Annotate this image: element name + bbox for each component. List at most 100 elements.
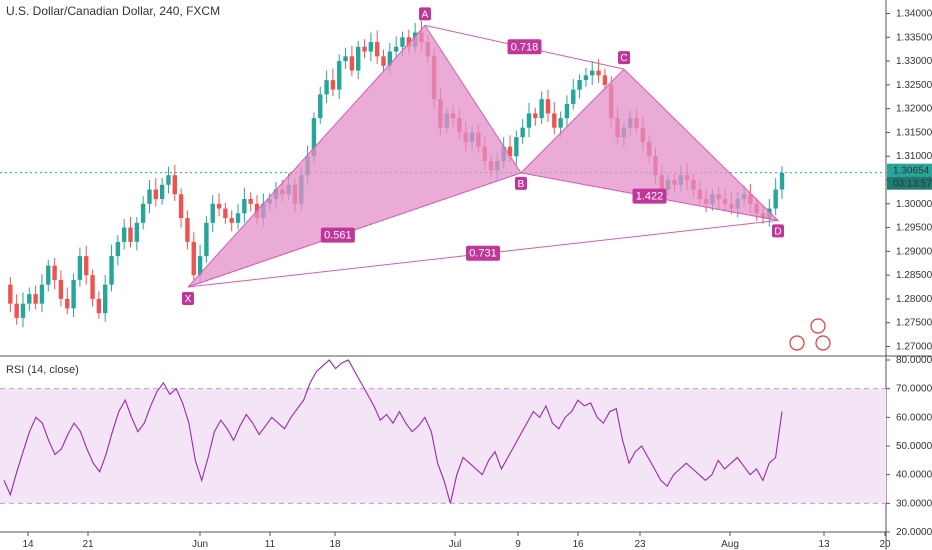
candle-body [128, 227, 133, 242]
time-tick-label: Aug [721, 539, 739, 550]
price-tick-label: 1.31000 [896, 151, 932, 162]
candle-body [140, 203, 146, 223]
time-tick-label: 11 [265, 539, 276, 550]
pattern-point-badge [618, 51, 630, 65]
rsi-title: RSI (14, close) [6, 364, 79, 376]
time-tick-label: 20 [879, 539, 891, 550]
candle-body [343, 56, 348, 62]
candle-body [368, 42, 374, 52]
ratio-badge [507, 39, 542, 55]
ratio-label: 0.561 [324, 230, 352, 242]
price-tick-label: 1.27000 [896, 341, 932, 352]
candle-body [39, 284, 45, 304]
candle-body [330, 80, 336, 90]
candle-body [318, 94, 323, 119]
pattern-point-label: X [185, 294, 192, 305]
event-flag-icon [815, 335, 831, 351]
time-tick-label: 13 [818, 539, 830, 550]
candle-body [596, 70, 601, 76]
candle-body [590, 70, 595, 76]
candle-body [14, 303, 19, 318]
ratio-badge [466, 245, 500, 261]
candle-body [96, 298, 102, 314]
time-tick-label: 21 [82, 539, 94, 550]
candle-body [147, 189, 152, 204]
ratio-badge [320, 227, 355, 243]
price-tick-label: 1.28000 [896, 294, 932, 305]
time-tick-label: 23 [634, 539, 646, 550]
price-tick-label: 1.27500 [896, 318, 932, 329]
candle-body [324, 80, 329, 95]
pattern-point-badge [515, 176, 527, 190]
price-tick-label: 1.33000 [896, 56, 932, 67]
candle-body [77, 256, 83, 280]
pattern-point-label: A [422, 9, 429, 20]
time-tick-label: 18 [329, 539, 341, 550]
candle-body [46, 265, 51, 285]
event-flag-icon [789, 335, 805, 351]
pattern-point-label: D [774, 226, 781, 237]
rsi-series-line [3, 359, 783, 504]
candle-body [90, 275, 95, 299]
candle-body [229, 218, 234, 223]
candle-body [539, 99, 544, 119]
candle-body [172, 175, 177, 195]
candle-body [115, 241, 121, 257]
candle-body [520, 127, 525, 138]
pattern-point-badge [419, 7, 431, 21]
candle-body [191, 241, 196, 276]
candle-body [103, 284, 108, 314]
candle-body [109, 256, 114, 285]
ratio-label: 1.422 [636, 191, 664, 203]
time-tick-label: 9 [515, 539, 521, 550]
candle-body [602, 75, 608, 85]
countdown-badge [887, 176, 932, 190]
pattern-point-badge [182, 292, 194, 306]
chart-title: U.S. Dollar/Canadian Dollar, 240, FXCM [6, 4, 221, 18]
candle-body [71, 279, 76, 309]
candle-body [121, 227, 127, 242]
rsi-tick-label: 30.0000 [896, 498, 932, 509]
pattern-point-label: C [620, 53, 627, 64]
candle-body [153, 189, 159, 200]
candle-body [33, 294, 38, 304]
rsi-tick-label: 50.0000 [896, 441, 932, 452]
candle-body [216, 203, 222, 209]
rsi-tick-label: 40.0000 [896, 470, 932, 481]
candle-body [311, 118, 317, 157]
candle-body [526, 113, 532, 128]
candle-body [242, 199, 247, 214]
candle-body [159, 184, 165, 200]
price-tick-label: 1.29500 [896, 223, 932, 234]
candle-body [235, 213, 241, 223]
candle-body [406, 37, 412, 47]
candle-body [571, 89, 576, 104]
pattern-point-label: B [518, 179, 525, 190]
rsi-tick-label: 60.0000 [896, 412, 932, 423]
candle-body [393, 46, 399, 52]
ratio-badge [632, 188, 667, 204]
candle-body [507, 146, 513, 157]
candle-body [533, 113, 538, 119]
rsi-tick-label: 80.0000 [896, 355, 932, 366]
price-tick-label: 1.33500 [896, 32, 932, 43]
candle-body [337, 61, 342, 90]
price-tick-label: 1.28500 [896, 270, 932, 281]
candle-body [362, 46, 367, 52]
candle-body [58, 279, 64, 299]
pattern-point-badge [772, 224, 784, 238]
candle-body [52, 265, 57, 280]
countdown-label: 03:13:57 [893, 179, 932, 190]
time-tick-label: Jun [192, 539, 208, 550]
time-tick-label: 14 [22, 539, 34, 550]
ratio-label: 0.718 [511, 41, 539, 53]
price-tick-label: 1.32500 [896, 80, 932, 91]
candle-body [204, 222, 209, 257]
candle-body [577, 80, 582, 90]
pattern-line-bd [520, 172, 779, 221]
candle-body [400, 37, 405, 47]
price-tick-label: 1.34000 [896, 9, 932, 20]
candle-body [564, 103, 570, 119]
